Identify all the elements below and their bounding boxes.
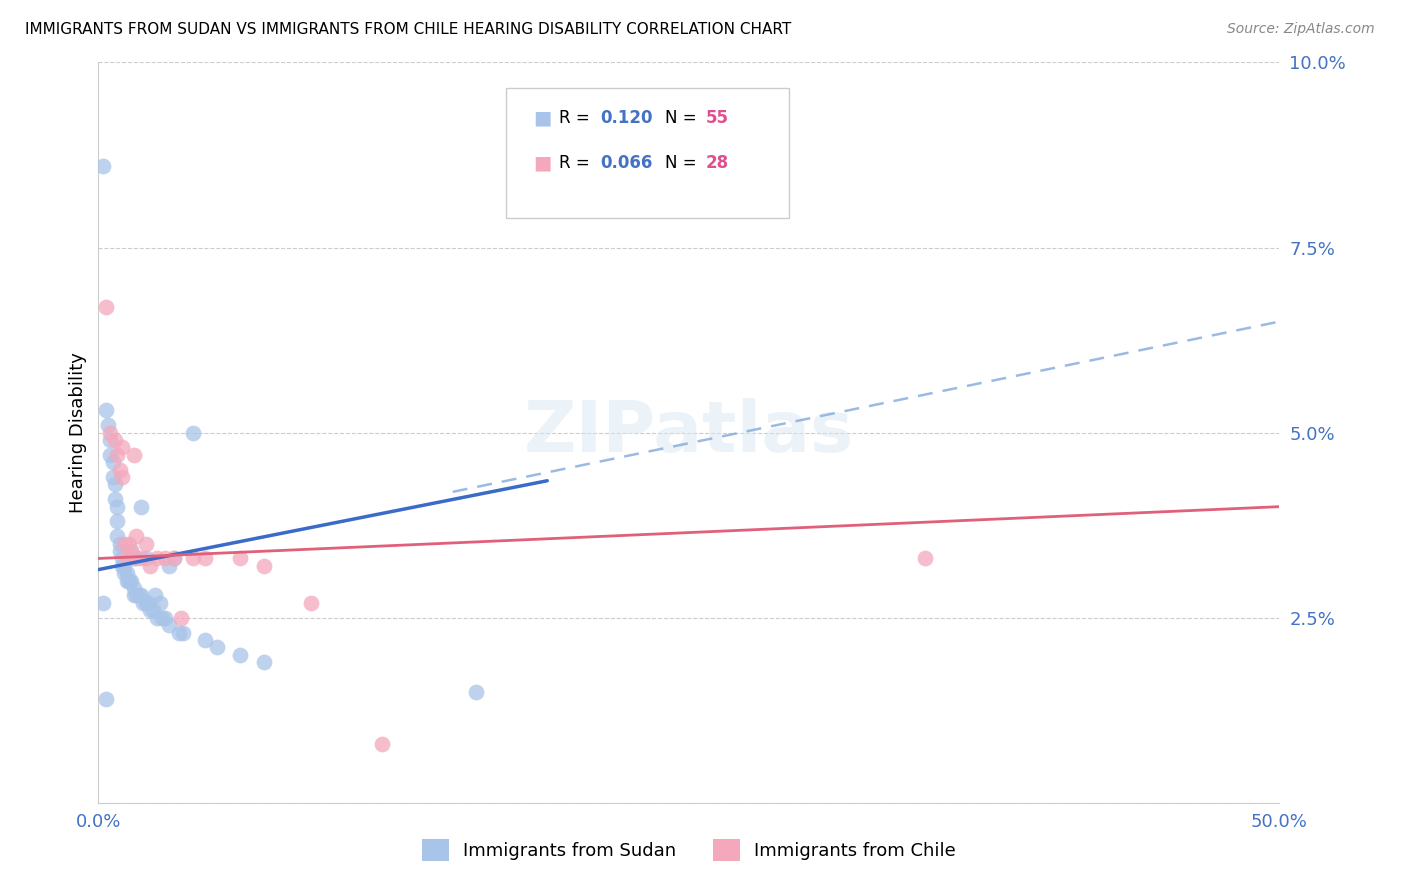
- Point: [149, 596, 172, 610]
- Point: [163, 551, 186, 566]
- Point: [104, 477, 127, 491]
- Point: [150, 610, 173, 624]
- Text: IMMIGRANTS FROM SUDAN VS IMMIGRANTS FROM CHILE HEARING DISABILITY CORRELATION CH: IMMIGRANTS FROM SUDAN VS IMMIGRANTS FROM…: [25, 22, 792, 37]
- Text: N =: N =: [665, 109, 702, 127]
- Point: [111, 470, 134, 484]
- Point: [465, 685, 488, 699]
- Point: [111, 558, 134, 573]
- Point: [108, 462, 131, 476]
- Point: [181, 551, 204, 566]
- Point: [98, 433, 121, 447]
- Point: [115, 566, 138, 581]
- Point: [105, 448, 128, 462]
- Point: [108, 544, 131, 558]
- Point: [153, 551, 176, 566]
- Point: [121, 544, 143, 558]
- Point: [118, 536, 141, 550]
- Point: [91, 596, 114, 610]
- Point: [97, 418, 120, 433]
- Point: [125, 551, 148, 566]
- Point: [105, 515, 128, 529]
- Point: [101, 455, 124, 469]
- Y-axis label: Hearing Disability: Hearing Disability: [69, 352, 87, 513]
- Point: [94, 403, 117, 417]
- Point: [135, 551, 157, 566]
- Point: [253, 655, 276, 669]
- Text: ■: ■: [533, 109, 551, 128]
- Point: [146, 610, 169, 624]
- Text: R =: R =: [560, 109, 595, 127]
- Point: [125, 529, 148, 543]
- Text: 0.120: 0.120: [600, 109, 652, 127]
- Text: Source: ZipAtlas.com: Source: ZipAtlas.com: [1227, 22, 1375, 37]
- Point: [105, 500, 128, 514]
- Point: [163, 551, 186, 566]
- Point: [121, 574, 143, 588]
- Point: [170, 610, 193, 624]
- Point: [136, 596, 159, 610]
- Point: [112, 536, 135, 550]
- Point: [132, 596, 155, 610]
- Point: [157, 558, 180, 573]
- Point: [129, 589, 152, 603]
- Point: [153, 610, 176, 624]
- Legend: Immigrants from Sudan, Immigrants from Chile: Immigrants from Sudan, Immigrants from C…: [415, 831, 963, 868]
- Point: [205, 640, 228, 655]
- Point: [122, 581, 145, 595]
- Point: [94, 692, 117, 706]
- Point: [139, 603, 162, 617]
- Point: [105, 529, 128, 543]
- Point: [914, 551, 936, 566]
- Text: N =: N =: [665, 154, 702, 172]
- Point: [98, 448, 121, 462]
- Point: [122, 589, 145, 603]
- Point: [104, 492, 127, 507]
- Point: [115, 551, 138, 566]
- Point: [111, 551, 134, 566]
- Point: [143, 589, 166, 603]
- Point: [299, 596, 322, 610]
- Point: [122, 448, 145, 462]
- Text: R =: R =: [560, 154, 595, 172]
- Point: [112, 566, 135, 581]
- Point: [142, 603, 165, 617]
- Point: [104, 433, 127, 447]
- Point: [122, 551, 145, 566]
- Point: [135, 536, 157, 550]
- Text: 28: 28: [706, 154, 728, 172]
- Text: 55: 55: [706, 109, 728, 127]
- FancyBboxPatch shape: [506, 88, 789, 218]
- Point: [91, 159, 114, 173]
- Point: [194, 551, 217, 566]
- Point: [229, 648, 252, 662]
- Point: [101, 470, 124, 484]
- Point: [167, 625, 190, 640]
- Point: [172, 625, 194, 640]
- Point: [181, 425, 204, 440]
- Point: [98, 425, 121, 440]
- Point: [146, 551, 169, 566]
- Text: ■: ■: [533, 153, 551, 173]
- Point: [229, 551, 252, 566]
- Point: [253, 558, 276, 573]
- Point: [194, 632, 217, 647]
- Point: [115, 574, 138, 588]
- Point: [111, 441, 134, 455]
- Point: [108, 536, 131, 550]
- Point: [371, 737, 394, 751]
- Point: [128, 589, 150, 603]
- Text: ZIPatlas: ZIPatlas: [524, 398, 853, 467]
- Point: [157, 618, 180, 632]
- Point: [94, 300, 117, 314]
- Point: [139, 558, 162, 573]
- Text: 0.066: 0.066: [600, 154, 652, 172]
- Point: [135, 596, 157, 610]
- Point: [129, 551, 152, 566]
- Point: [125, 589, 148, 603]
- Point: [118, 574, 141, 588]
- Point: [118, 574, 141, 588]
- Point: [129, 500, 152, 514]
- Point: [121, 544, 143, 558]
- Point: [112, 558, 135, 573]
